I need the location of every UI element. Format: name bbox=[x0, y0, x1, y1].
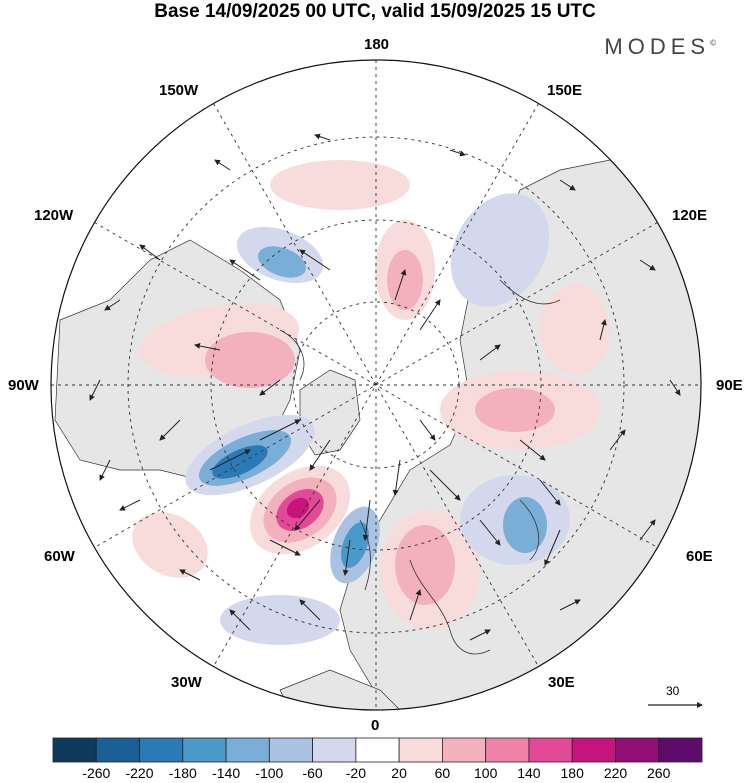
lon-label-0: 0 bbox=[371, 717, 380, 734]
colorbar-bin bbox=[225, 737, 270, 763]
colorbar-bin bbox=[52, 737, 97, 763]
colorbar-tick-label: -260 bbox=[82, 765, 111, 781]
colorbar-bin bbox=[398, 737, 443, 763]
colorbar-tick-label: 20 bbox=[391, 765, 407, 781]
africa-land bbox=[279, 669, 421, 710]
lon-label-30w: 30W bbox=[171, 674, 202, 691]
wind-vectors bbox=[89, 133, 681, 641]
colorbar-tick-label: 220 bbox=[603, 765, 628, 781]
lon-label-120w: 120W bbox=[34, 207, 74, 224]
lon-label-150w: 150W bbox=[159, 82, 199, 99]
colorbar-tick-label: 100 bbox=[474, 765, 498, 781]
colorbar-bin bbox=[312, 737, 357, 763]
anomaly-pink-20e-core bbox=[395, 525, 455, 605]
lon-label-120e: 120E bbox=[672, 207, 708, 224]
lon-label-60e: 60E bbox=[686, 548, 713, 565]
colorbar-tick-label: -140 bbox=[212, 765, 241, 781]
colorbar-tick-label: -20 bbox=[345, 765, 367, 781]
colorbar-bin bbox=[182, 737, 227, 763]
colorbar-tick-label: 180 bbox=[560, 765, 584, 781]
anomaly-pink-60w-peak bbox=[286, 497, 310, 519]
colorbar-bin bbox=[139, 737, 184, 763]
brand-name: MODES bbox=[604, 34, 711, 59]
colorbar-tick-label: 140 bbox=[517, 765, 541, 781]
lon-label-60w: 60W bbox=[44, 548, 75, 565]
lon-label-90e: 90E bbox=[716, 377, 743, 394]
colorbar-bin bbox=[615, 737, 660, 763]
colorbar-bin bbox=[528, 737, 573, 763]
colorbar bbox=[52, 737, 703, 763]
anomaly-blue-40w bbox=[220, 595, 340, 645]
anomaly-pink-60w-west bbox=[132, 512, 208, 578]
colorbar-tick-label: 260 bbox=[647, 765, 671, 781]
anomaly-blue-50e-core bbox=[503, 497, 547, 553]
anomaly-pink-100w bbox=[205, 332, 295, 388]
anomaly-pink-180 bbox=[270, 160, 410, 210]
colorbar-bin bbox=[658, 737, 703, 763]
map-title: Base 14/09/2025 00 UTC, valid 15/09/2025… bbox=[154, 1, 596, 22]
wind-scale-label: 30 bbox=[666, 684, 680, 698]
lon-label-150e: 150E bbox=[547, 82, 583, 99]
colorbar-bin bbox=[441, 737, 487, 763]
coastlines bbox=[279, 279, 561, 655]
colorbar-bin bbox=[355, 737, 400, 763]
colorbar-bin bbox=[571, 737, 616, 763]
colorbar-tick-label: -220 bbox=[125, 765, 154, 781]
anomaly-pink-120e bbox=[540, 285, 610, 375]
colorbar-bin bbox=[268, 737, 313, 763]
anomaly-blue-75w-core bbox=[212, 445, 268, 479]
anomaly-pink-170e-core bbox=[387, 250, 423, 310]
colorbar-tick-label: 60 bbox=[434, 765, 451, 781]
colorbar-bin bbox=[95, 737, 140, 763]
lon-label-90w: 90W bbox=[8, 377, 39, 394]
colorbar-bin bbox=[485, 737, 530, 763]
colorbar-tick-label: -100 bbox=[255, 765, 284, 781]
anomaly-blue-150w-core bbox=[258, 246, 306, 278]
brand-copyright: © bbox=[710, 38, 716, 48]
lon-label-180: 180 bbox=[364, 36, 390, 53]
colorbar-tick-label: -180 bbox=[168, 765, 197, 781]
anomaly-pink-90e-core bbox=[475, 388, 555, 432]
lon-label-30e: 30E bbox=[548, 674, 575, 691]
colorbar-tick-label: -60 bbox=[302, 765, 323, 781]
map-boundary bbox=[50, 59, 702, 711]
anomaly-blue-140e bbox=[450, 193, 550, 307]
graticule bbox=[51, 60, 701, 710]
brand-logo: MODES© bbox=[604, 34, 716, 60]
anomaly-shading bbox=[132, 160, 610, 645]
